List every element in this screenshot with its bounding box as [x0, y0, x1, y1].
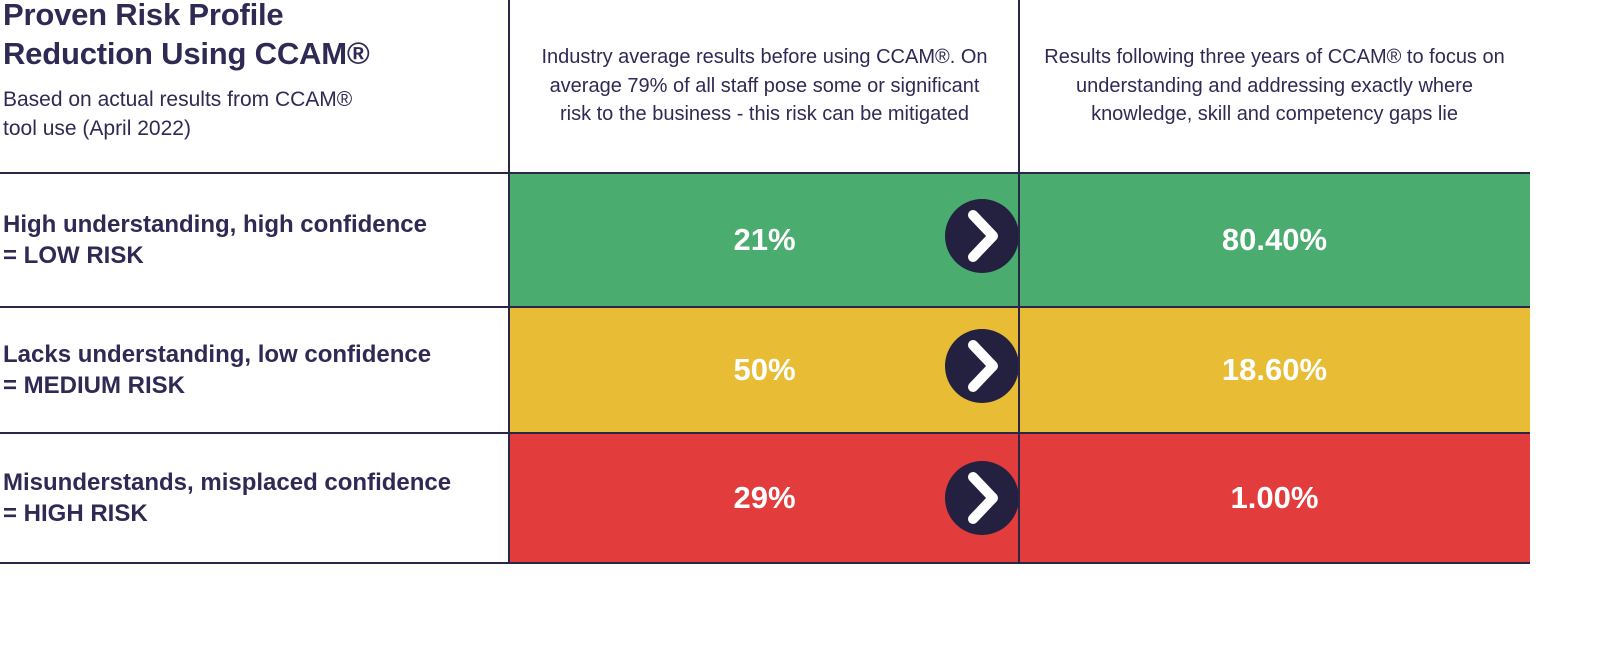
arrow-badge [945, 199, 1019, 273]
arrow-badge [945, 461, 1019, 535]
before-after-divider [1018, 0, 1020, 564]
table-row-high-risk: Misunderstands, misplaced confidence = H… [0, 434, 1530, 562]
row-bar-medium-risk: 50% 18.60% [510, 308, 1530, 432]
chevron-right-icon [945, 199, 1019, 273]
chevron-right-icon [945, 461, 1019, 535]
after-value-medium-risk: 18.60% [1221, 352, 1328, 387]
chevron-right-icon [945, 329, 1019, 403]
after-column-header: Results following three years of CCAM® t… [1044, 46, 1505, 126]
row-divider-2 [0, 432, 1530, 434]
after-value-low-risk: 80.40% [1221, 222, 1328, 257]
row-label-low-risk: High understanding, high confidence = LO… [3, 210, 427, 269]
row-divider-top [0, 172, 1530, 174]
before-column-header: Industry average results before using CC… [541, 46, 988, 126]
table-row-low-risk: High understanding, high confidence = LO… [0, 174, 1530, 306]
arrow-badge [945, 329, 1019, 403]
table-row-medium-risk: Lacks understanding, low confidence = ME… [0, 308, 1530, 432]
row-bar-high-risk: 29% 1.00% [510, 434, 1530, 562]
row-label-high-risk: Misunderstands, misplaced confidence = H… [3, 468, 452, 527]
before-value-medium-risk: 50% [733, 352, 796, 387]
page-title: Proven Risk Profile Reduction Using CCAM… [3, 0, 370, 71]
row-divider-1 [0, 306, 1530, 308]
row-label-medium-risk: Lacks understanding, low confidence = ME… [3, 340, 432, 399]
label-column-divider [508, 0, 510, 564]
after-value-high-risk: 1.00% [1230, 480, 1319, 515]
row-bar-low-risk: 21% 80.40% [510, 174, 1530, 306]
before-value-high-risk: 29% [733, 480, 796, 515]
page-subtitle: Based on actual results from CCAM® tool … [3, 88, 353, 140]
row-divider-bottom [0, 562, 1530, 564]
before-value-low-risk: 21% [733, 222, 796, 257]
